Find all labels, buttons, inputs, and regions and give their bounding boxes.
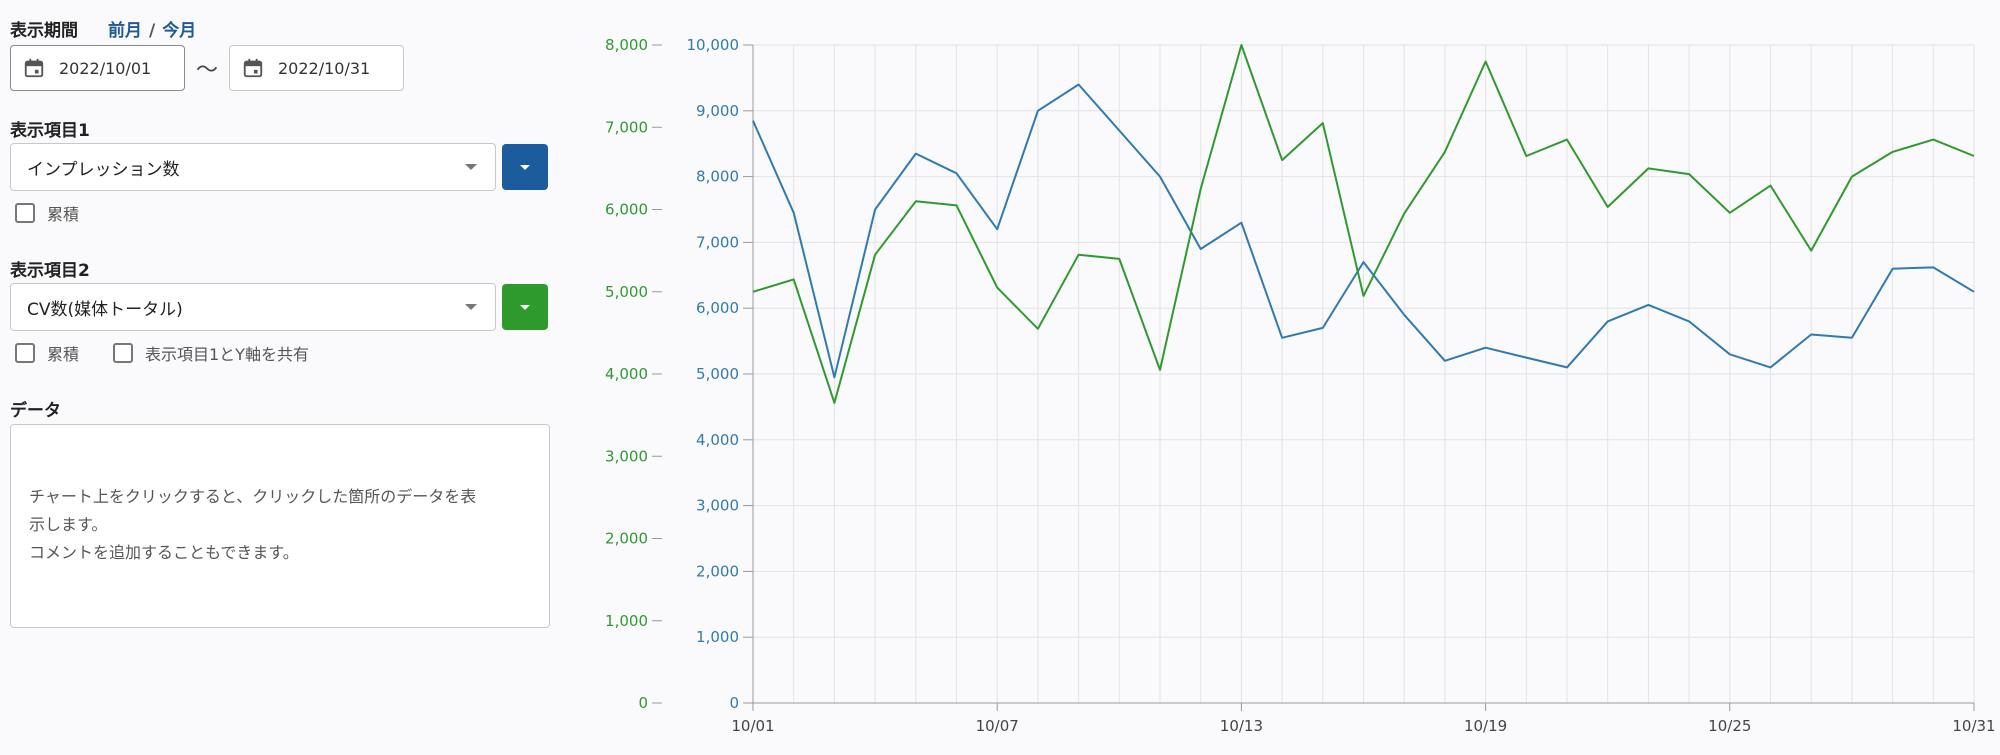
y-axis-left-tick-label: 4,000 [605,365,648,383]
item2-select[interactable]: CV数(媒体トータル) [10,283,496,331]
chevron-down-icon [465,304,477,310]
data-panel-line-1: チャート上をクリックすると、クリックした箇所のデータを表 [29,487,477,506]
item1-cumulative-label: 累積 [47,205,80,224]
y-axis-right-tick-label: 2,000 [696,562,739,580]
calendar-icon [24,58,44,78]
x-axis-tick-label: 10/07 [976,717,1019,735]
share-y-axis-label: 表示項目1とY軸を共有 [145,345,309,364]
y-axis-right-tick-label: 0 [729,694,739,712]
item1-color-button[interactable] [502,144,548,190]
item1-cumulative-checkbox[interactable]: 累積 [15,201,79,225]
item1-label: 表示項目1 [10,121,90,141]
line-chart[interactable]: 0 1,000 2,000 3,000 4,000 5,000 6,000 7,000 8,00… [590,0,1995,755]
start-date-field[interactable]: 2022/10/01 [10,45,185,91]
period-label: 表示期間 [10,21,78,41]
y-axis-right-tick-label: 3,000 [696,497,739,515]
item2-cumulative-checkbox[interactable]: 累積 [15,341,79,365]
checkbox-icon [15,343,35,363]
y-axis-left-tick-label: 3,000 [605,447,648,465]
x-axis-tick-label: 10/31 [1952,717,1995,735]
y-axis-left-tick-label: 8,000 [605,36,648,54]
y-axis-left-tick-label: 5,000 [605,283,648,301]
y-axis-left-tick-label: 6,000 [605,201,648,219]
y-axis-right-tick-label: 9,000 [696,102,739,120]
data-label: データ [10,401,61,421]
item2-cumulative-label: 累積 [47,345,80,364]
y-axis-right-tick-label: 7,000 [696,233,739,251]
y-axis-right-tick-label: 4,000 [696,431,739,449]
y-axis-right-tick-label: 6,000 [696,299,739,317]
this-month-link[interactable]: 今月 [162,21,197,41]
series-line-item1 [752,83,1975,379]
item1-selected-value: インプレッション数 [27,159,180,180]
x-axis-tick-label: 10/25 [1708,717,1751,735]
start-date-value: 2022/10/01 [59,58,152,78]
prev-month-link[interactable]: 前月 [108,21,142,41]
caret-down-icon [520,164,530,170]
date-range-separator: 〜 [196,58,219,83]
checkbox-icon [113,343,133,363]
y-axis-left-tick-label: 1,000 [605,612,648,630]
checkbox-icon [15,203,35,223]
x-axis-tick-label: 10/19 [1464,717,1507,735]
item1-select[interactable]: インプレッション数 [10,143,496,191]
share-y-axis-checkbox[interactable]: 表示項目1とY軸を共有 [113,341,309,365]
caret-down-icon [520,304,530,310]
x-axis-tick-label: 10/01 [731,717,774,735]
calendar-icon [243,58,263,78]
control-panel: 表示期間 前月 / 今月 2022/10/01 〜 2022/10/31 表示項目1… [10,0,550,755]
y-axis-right-tick-label: 10,000 [687,36,740,54]
chevron-down-icon [465,164,477,170]
series-line-item2 [752,44,1975,404]
item2-selected-value: CV数(媒体トータル) [27,299,183,320]
y-axis-left-tick-label: 2,000 [605,530,648,548]
data-panel[interactable]: チャート上をクリックすると、クリックした箇所のデータを表 示します。 コメントを… [10,424,550,628]
end-date-value: 2022/10/31 [278,58,371,78]
period-link-separator: / [149,21,156,41]
x-axis-tick-label: 10/13 [1220,717,1263,735]
data-panel-line-2: 示します。 [29,515,108,534]
item2-label: 表示項目2 [10,261,90,281]
y-axis-left-tick-label: 7,000 [605,118,648,136]
y-axis-right-tick-label: 1,000 [696,628,739,646]
end-date-field[interactable]: 2022/10/31 [229,45,404,91]
data-panel-line-3: コメントを追加することもできます。 [29,543,299,562]
y-axis-right-tick-label: 8,000 [696,168,739,186]
y-axis-left-tick-label: 0 [638,694,648,712]
item2-color-button[interactable] [502,284,548,330]
period-links: 前月 / 今月 [108,16,196,41]
y-axis-right-tick-label: 5,000 [696,365,739,383]
